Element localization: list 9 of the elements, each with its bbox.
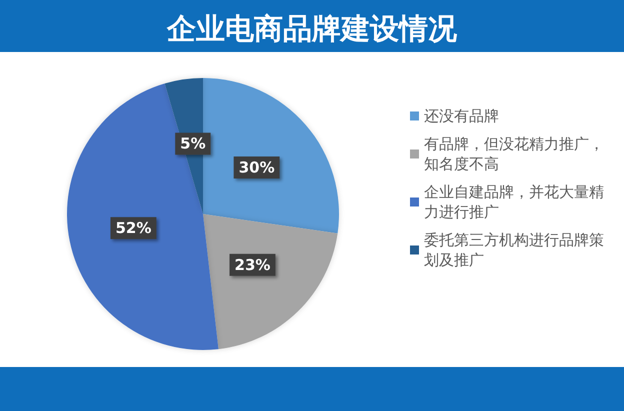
- legend-label: 有品牌，但没花精力推广，知名度不高: [424, 135, 604, 173]
- legend-label: 委托第三方机构进行品牌策划及推广: [424, 231, 604, 269]
- data-label: 23%: [234, 256, 270, 274]
- data-label: 52%: [115, 219, 152, 238]
- chart-title: 企业电商品牌建设情况: [166, 12, 458, 46]
- legend-label: 企业自建品牌，并花大量精力进行推广: [424, 183, 604, 221]
- data-label: 5%: [180, 134, 206, 153]
- data-label: 30%: [238, 158, 275, 177]
- legend-label: 还没有品牌: [424, 107, 499, 125]
